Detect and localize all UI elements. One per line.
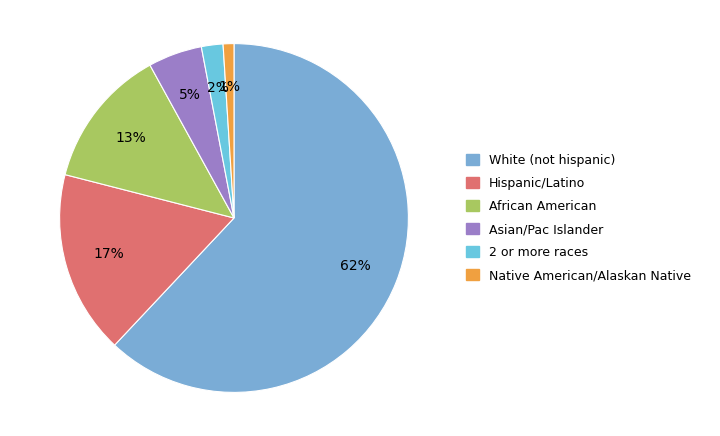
Wedge shape: [60, 175, 234, 345]
Legend: White (not hispanic), Hispanic/Latino, African American, Asian/Pac Islander, 2 o: White (not hispanic), Hispanic/Latino, A…: [460, 148, 697, 288]
Wedge shape: [223, 44, 234, 218]
Text: 17%: 17%: [93, 248, 124, 262]
Text: 1%: 1%: [219, 80, 241, 94]
Wedge shape: [65, 65, 234, 218]
Text: 2%: 2%: [207, 81, 228, 95]
Wedge shape: [150, 47, 234, 218]
Text: 5%: 5%: [179, 88, 201, 102]
Text: 62%: 62%: [341, 259, 371, 273]
Wedge shape: [114, 44, 408, 392]
Text: 13%: 13%: [115, 131, 146, 145]
Wedge shape: [202, 44, 234, 218]
